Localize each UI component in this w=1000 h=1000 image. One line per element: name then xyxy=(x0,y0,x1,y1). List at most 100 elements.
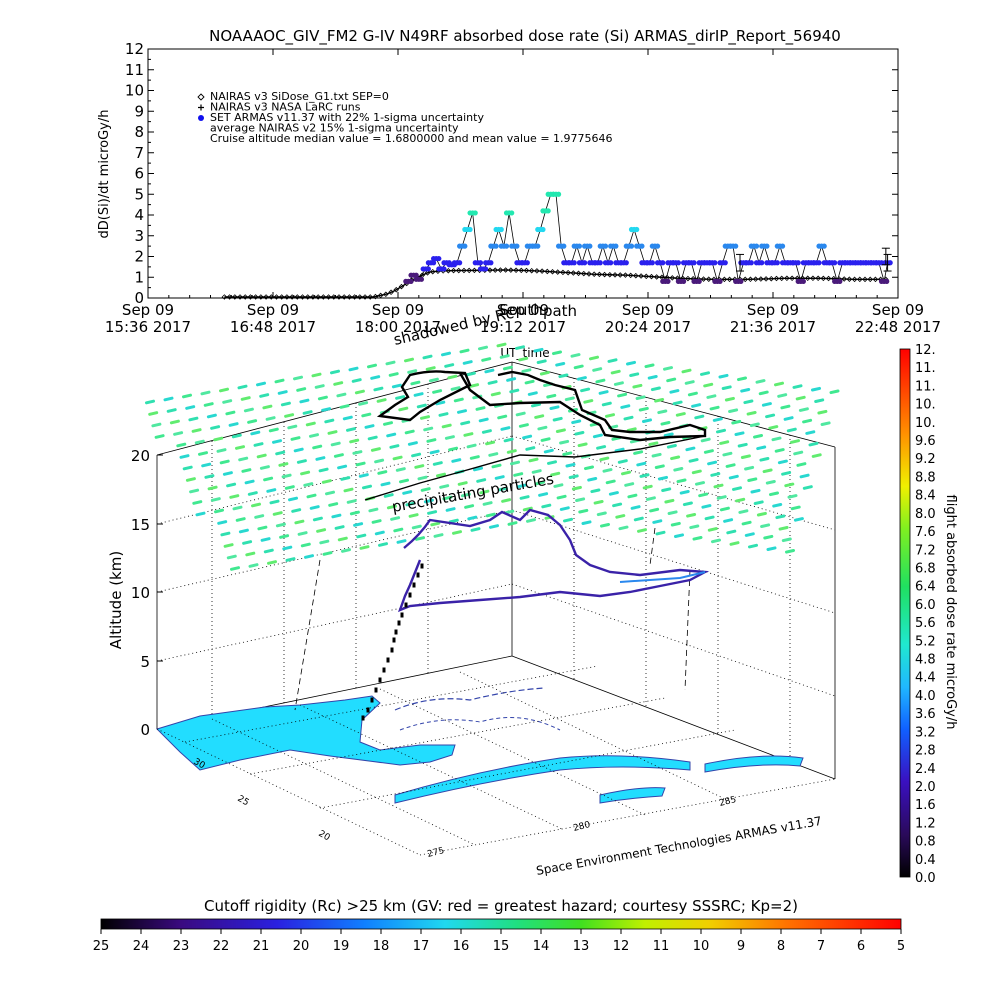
dose-cloud-mark xyxy=(784,482,795,488)
dose-cloud-mark xyxy=(648,441,659,446)
nairas-diamond xyxy=(544,268,551,275)
dose-cloud-mark xyxy=(636,461,647,467)
dose-cloud-mark xyxy=(463,432,474,437)
dose-cloud-mark xyxy=(501,498,512,503)
dose-cloud-mark xyxy=(269,499,280,505)
dose-cloud-mark xyxy=(615,514,626,519)
dose-cloud-mark xyxy=(758,390,769,396)
dose-cloud-mark xyxy=(260,537,271,542)
armas-point xyxy=(680,278,687,284)
dose-cloud-mark xyxy=(333,381,344,386)
dose-cloud-mark xyxy=(537,425,548,431)
dose-cloud-mark xyxy=(497,486,508,492)
island-landmass xyxy=(599,787,666,804)
nairas-diamond xyxy=(450,267,457,274)
dose-cloud-mark xyxy=(481,357,492,362)
nairas-diamond xyxy=(393,286,400,293)
dose-cloud-mark xyxy=(351,378,362,383)
nairas-diamond xyxy=(284,294,290,300)
dose-cloud-mark xyxy=(340,476,351,481)
dose-cloud-mark xyxy=(386,504,397,510)
dose-cloud-mark xyxy=(296,459,307,464)
dose-cloud-mark xyxy=(342,415,353,421)
dose-cloud-mark xyxy=(627,493,638,499)
nairas-diamond xyxy=(825,275,832,282)
dose-cloud-mark xyxy=(334,525,345,530)
colorbar-tick-label: 11. xyxy=(915,361,936,376)
rigidity-colorbar: Cutoff rigidity (Rc) >25 km (GV: red = g… xyxy=(93,897,905,954)
dose-cloud-mark xyxy=(686,513,697,518)
dose-cloud-mark xyxy=(226,482,237,488)
dose-cloud-mark xyxy=(423,498,434,504)
dose-cloud-mark xyxy=(762,468,773,474)
dose-cloud-mark xyxy=(479,489,490,495)
dose-cloud-mark xyxy=(510,460,520,466)
dose-cloud-mark xyxy=(230,566,240,571)
dose-cloud-mark xyxy=(311,372,322,378)
colorbar-tick-label: 11. xyxy=(915,379,936,394)
nairas-diamond xyxy=(742,276,748,283)
climb-track-dot xyxy=(386,657,390,663)
dose-cloud-mark xyxy=(658,475,668,481)
z-tick-label: 5 xyxy=(140,653,150,671)
dose-cloud-mark xyxy=(237,384,248,390)
colorbar-tick-label: 6.0 xyxy=(915,598,936,613)
armas-point xyxy=(555,191,562,197)
dose-cloud-mark xyxy=(681,368,692,374)
dose-cloud-mark xyxy=(605,479,616,485)
legend-symbol-plus xyxy=(198,104,204,111)
dose-cloud-mark xyxy=(651,452,662,458)
dose-cloud-mark xyxy=(433,533,444,538)
dose-cloud-mark xyxy=(414,464,425,469)
dose-cloud-mark xyxy=(407,441,418,446)
dose-cloud-mark xyxy=(442,495,453,501)
dose-cloud-mark xyxy=(358,473,369,478)
dose-cloud-mark xyxy=(391,383,402,389)
dose-cloud-mark xyxy=(719,440,730,445)
colorbar-tick-label: 5.2 xyxy=(915,634,936,649)
dose-cloud-mark xyxy=(367,435,378,441)
armas-point xyxy=(488,260,494,266)
dose-cloud-mark xyxy=(706,394,717,399)
armas-point xyxy=(696,278,702,284)
dose-cloud-mark xyxy=(504,509,515,515)
dose-cloud-mark xyxy=(716,428,726,434)
dose-cloud-mark xyxy=(219,387,229,393)
climb-track-dot xyxy=(404,602,408,608)
nairas-diamond xyxy=(778,275,785,282)
dose-cloud-mark xyxy=(235,445,245,450)
dose-cloud-mark xyxy=(392,455,403,461)
dose-cloud-mark xyxy=(478,345,488,351)
dose-cloud-mark xyxy=(570,353,581,358)
nairas-diamond xyxy=(591,271,597,277)
rigidity-tick-label: 19 xyxy=(333,939,350,954)
dose-cloud-mark xyxy=(723,518,734,523)
dose-cloud-mark xyxy=(256,381,266,387)
dose-cloud-mark xyxy=(425,366,436,371)
dose-cloud-mark xyxy=(663,366,673,371)
nairas-diamond xyxy=(617,272,623,278)
y-tick-label: 12 xyxy=(125,40,144,58)
dose-cloud-mark xyxy=(473,466,483,472)
legend-text: average NAIRAS v2 15% 1-sigma uncertaint… xyxy=(210,122,459,135)
armas-point xyxy=(483,266,489,272)
armas-point xyxy=(649,260,655,266)
dose-cloud-mark xyxy=(452,530,462,535)
dose-cloud-mark xyxy=(725,463,736,468)
dose-cloud-mark xyxy=(593,500,604,505)
nairas-diamond xyxy=(752,276,759,282)
x-tick-label-time: 15:36 2017 xyxy=(105,318,191,336)
x-tick-label-time: 19:12 2017 xyxy=(480,318,566,336)
dose-cloud-mark xyxy=(314,384,325,389)
dose-cloud-mark xyxy=(571,419,582,425)
nairas-diamond xyxy=(320,294,327,300)
armas-point xyxy=(571,260,577,266)
dose-cloud-mark xyxy=(811,386,821,392)
nairas-diamond xyxy=(461,267,467,274)
nairas-diamond xyxy=(330,294,337,300)
dose-cloud-mark xyxy=(531,402,541,408)
armas-point xyxy=(717,278,723,284)
legend-text: NAIRAS v3 SiDose_G1.txt SEP=0 xyxy=(210,90,389,103)
